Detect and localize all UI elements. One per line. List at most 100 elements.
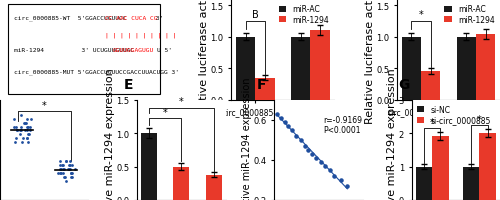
- Point: [308, 152, 316, 156]
- Point: [24, 141, 32, 144]
- Text: F: F: [256, 78, 266, 92]
- Point: [66, 168, 74, 171]
- Point: [66, 164, 74, 167]
- Point: [10, 118, 18, 121]
- Point: [56, 171, 64, 175]
- Point: [68, 175, 76, 179]
- Point: [22, 129, 30, 132]
- Bar: [174, 167, 190, 200]
- Legend: miR-AC, miR-1294: miR-AC, miR-1294: [442, 4, 496, 26]
- Text: *: *: [430, 117, 434, 127]
- Point: [12, 129, 20, 132]
- Legend: si-NC, si-circ_0000885: si-NC, si-circ_0000885: [416, 104, 492, 126]
- Y-axis label: Relative miR-1294 expression: Relative miR-1294 expression: [387, 68, 397, 200]
- Point: [302, 144, 310, 148]
- Point: [68, 171, 76, 175]
- Point: [62, 160, 70, 163]
- Point: [23, 137, 31, 140]
- Bar: [291, 38, 310, 100]
- Point: [20, 121, 28, 125]
- Point: [344, 184, 351, 188]
- Bar: [432, 137, 448, 200]
- Point: [23, 125, 31, 129]
- Point: [22, 121, 30, 125]
- Legend: miR-AC, miR-1294: miR-AC, miR-1294: [277, 4, 330, 26]
- Point: [57, 168, 65, 171]
- Point: [22, 129, 30, 132]
- Text: miR-1294          3' UCUGUUGUUAC: miR-1294 3' UCUGUUGUUAC: [14, 48, 134, 52]
- Point: [66, 171, 74, 175]
- Point: [60, 168, 68, 171]
- Point: [292, 134, 300, 138]
- Bar: [310, 31, 330, 100]
- Point: [277, 116, 285, 120]
- Point: [24, 133, 32, 136]
- Point: [304, 148, 312, 152]
- Point: [11, 141, 19, 144]
- Point: [60, 164, 68, 167]
- Y-axis label: Relative miR-1294 expression: Relative miR-1294 expression: [105, 68, 115, 200]
- Point: [17, 129, 25, 132]
- Bar: [402, 38, 421, 100]
- Text: U 5': U 5': [157, 48, 172, 52]
- Text: G: G: [398, 78, 409, 92]
- Point: [10, 125, 18, 129]
- Y-axis label: Relative luciferase activity: Relative luciferase activity: [364, 0, 374, 124]
- Text: r=-0.9169
P<0.0001: r=-0.9169 P<0.0001: [323, 115, 362, 134]
- Text: *: *: [42, 100, 46, 110]
- Bar: [480, 133, 496, 200]
- Point: [66, 164, 74, 167]
- Point: [56, 168, 64, 171]
- Point: [66, 160, 74, 163]
- Text: circ_0000885-WT  5'GGACCUGUUCC: circ_0000885-WT 5'GGACCUGUUCC: [14, 15, 126, 21]
- Text: *: *: [163, 107, 168, 117]
- Point: [60, 175, 68, 179]
- Point: [16, 133, 24, 136]
- Point: [64, 168, 72, 171]
- Point: [288, 128, 296, 132]
- Point: [56, 160, 64, 163]
- Text: | | | | | | | | | |: | | | | | | | | | |: [104, 32, 176, 38]
- Point: [59, 168, 67, 171]
- Bar: [456, 38, 476, 100]
- Point: [321, 164, 329, 168]
- Point: [62, 179, 70, 182]
- Point: [23, 118, 31, 121]
- Point: [336, 178, 344, 182]
- Point: [317, 160, 325, 164]
- Point: [19, 137, 27, 140]
- Point: [58, 171, 66, 175]
- Text: GGUUGGAGUGU: GGUUGGAGUGU: [113, 48, 154, 52]
- Bar: [8, 5, 160, 95]
- Point: [68, 175, 76, 179]
- Point: [17, 114, 25, 117]
- Text: *: *: [179, 97, 184, 107]
- Point: [312, 156, 320, 160]
- Point: [297, 138, 305, 142]
- Bar: [421, 72, 440, 100]
- Text: circ_0000885-MUT 5'GGACCUGUUCCGACCUUACUGG 3': circ_0000885-MUT 5'GGACCUGUUCCGACCUUACUG…: [14, 69, 178, 75]
- Point: [66, 168, 74, 171]
- Point: [326, 168, 334, 172]
- Point: [57, 171, 65, 175]
- Point: [12, 125, 20, 129]
- Text: *: *: [477, 114, 482, 124]
- Point: [62, 160, 70, 163]
- Bar: [416, 167, 432, 200]
- Text: E: E: [124, 78, 134, 92]
- Y-axis label: Relative luciferase activity: Relative luciferase activity: [199, 0, 209, 124]
- Point: [282, 120, 290, 124]
- Bar: [141, 133, 158, 200]
- Point: [18, 141, 25, 144]
- Point: [330, 174, 338, 178]
- Point: [272, 112, 280, 116]
- Bar: [255, 78, 274, 100]
- Point: [12, 137, 20, 140]
- Point: [17, 125, 25, 129]
- Point: [68, 164, 76, 167]
- Point: [24, 125, 32, 129]
- Point: [22, 137, 30, 140]
- Text: B: B: [252, 10, 258, 20]
- Point: [26, 125, 34, 129]
- Bar: [463, 167, 479, 200]
